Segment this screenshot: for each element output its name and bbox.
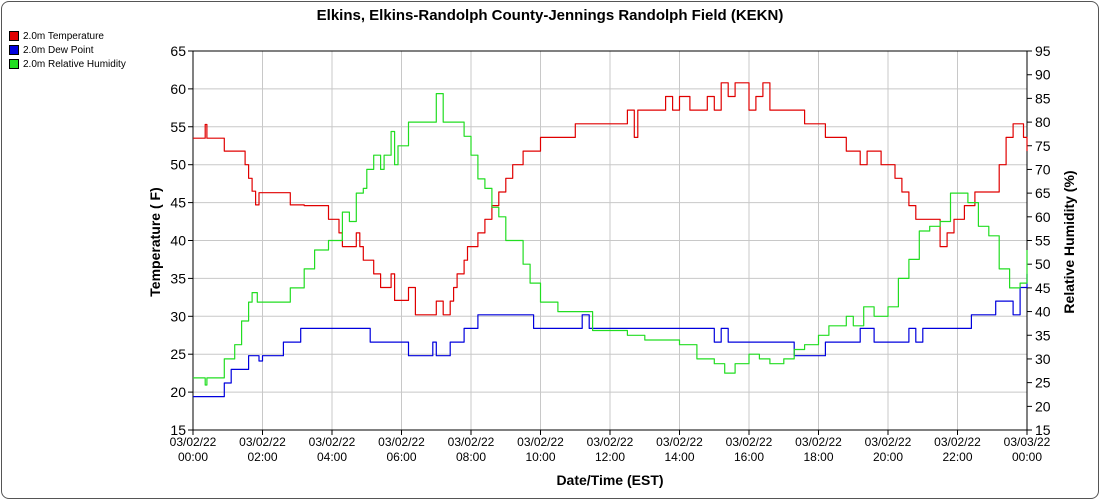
x-tick-label-time: 00:00 [178,450,208,464]
y-right-tick-label: 45 [1035,280,1051,296]
y-left-tick-label: 45 [170,195,186,211]
y-right-tick-label: 70 [1035,161,1051,177]
x-tick-label-time: 10:00 [525,450,555,464]
y-left-tick-label: 25 [170,346,186,362]
x-tick-label-date: 03/03/22 [1004,435,1051,449]
x-tick-label-time: 22:00 [942,450,972,464]
legend-label-temperature: 2.0m Temperature [23,30,104,42]
x-axis-label: Date/Time (EST) [556,472,663,488]
series-line-2-0m-temperature [193,82,1028,316]
y-right-tick-label: 90 [1035,67,1051,83]
y-axis-left-ticks: 15 20 25 30 35 40 45 50 55 60 65 [170,43,193,438]
legend-item-temperature[interactable]: 2.0m Temperature [9,29,126,43]
y-right-tick-label: 25 [1035,375,1051,391]
legend-swatch-temperature [9,31,19,41]
legend: 2.0m Temperature 2.0m Dew Point 2.0m Rel… [9,29,126,71]
x-tick-label-time: 18:00 [803,450,833,464]
y-left-tick-label: 20 [170,384,186,400]
y-left-tick-label: 65 [170,43,186,59]
legend-label-dew-point: 2.0m Dew Point [23,44,94,56]
legend-item-relative-humidity[interactable]: 2.0m Relative Humidity [9,57,126,71]
y-left-tick-label: 55 [170,119,186,135]
x-tick-label-date: 03/02/22 [239,435,286,449]
x-tick-label-time: 02:00 [247,450,277,464]
y-right-tick-label: 95 [1035,43,1051,59]
y-left-tick-label: 30 [170,308,186,324]
x-tick-label-time: 12:00 [595,450,625,464]
x-tick-label-date: 03/02/22 [726,435,773,449]
y-right-tick-label: 30 [1035,351,1051,367]
legend-item-dew-point[interactable]: 2.0m Dew Point [9,43,126,57]
y-right-tick-label: 50 [1035,256,1051,272]
x-tick-label-date: 03/02/22 [517,435,564,449]
y-right-tick-label: 65 [1035,185,1051,201]
y-right-tick-label: 60 [1035,209,1051,225]
y-axis-right-ticks: 15 20 25 30 35 40 45 50 55 60 65 70 75 80 85 90 95 [1027,43,1051,438]
x-tick-label-date: 03/02/22 [934,435,981,449]
x-tick-label-date: 03/02/22 [378,435,425,449]
y-left-tick-label: 40 [170,233,186,249]
x-tick-label-time: 08:00 [456,450,486,464]
x-tick-label-date: 03/02/22 [865,435,912,449]
y-right-tick-label: 20 [1035,398,1051,414]
series-line-2-0m-dew-point [193,273,1028,398]
x-axis-ticks: 03/02/2200:0003/02/2202:0003/02/2204:000… [170,430,1051,464]
x-tick-label-time: 14:00 [664,450,694,464]
y-right-tick-label: 40 [1035,304,1051,320]
x-tick-label-date: 03/02/22 [656,435,703,449]
y-right-tick-label: 75 [1035,138,1051,154]
y-axis-left-label: Temperature ( F) [147,187,163,296]
y-right-tick-label: 55 [1035,233,1051,249]
legend-swatch-relative-humidity [9,59,19,69]
legend-swatch-dew-point [9,45,19,55]
grid [192,50,1028,431]
legend-label-relative-humidity: 2.0m Relative Humidity [23,58,126,70]
y-right-tick-label: 85 [1035,90,1051,106]
y-left-tick-label: 50 [170,157,186,173]
y-left-tick-label: 60 [170,81,186,97]
chart-title: Elkins, Elkins-Randolph County-Jennings … [317,7,784,24]
x-tick-label-date: 03/02/22 [448,435,495,449]
x-tick-label-time: 16:00 [734,450,764,464]
series-line-2-0m-relative-humidity [193,93,1028,386]
y-right-tick-label: 35 [1035,327,1051,343]
x-tick-label-date: 03/02/22 [309,435,356,449]
y-left-tick-label: 35 [170,270,186,286]
y-right-tick-label: 80 [1035,114,1051,130]
x-tick-label-date: 03/02/22 [795,435,842,449]
x-tick-label-time: 00:00 [1012,450,1042,464]
x-tick-label-time: 04:00 [317,450,347,464]
y-left-tick-label: 15 [170,422,186,438]
x-tick-label-time: 06:00 [386,450,416,464]
x-tick-label-date: 03/02/22 [587,435,634,449]
x-tick-label-time: 20:00 [873,450,903,464]
x-tick-label-date: 03/02/22 [170,435,217,449]
y-axis-right-label: Relative Humidity (%) [1061,170,1077,313]
y-right-tick-label: 15 [1035,422,1051,438]
series-lines [193,82,1028,398]
